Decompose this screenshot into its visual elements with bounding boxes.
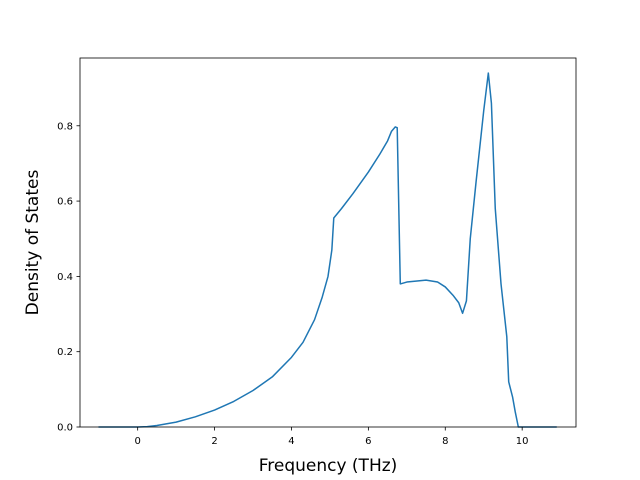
y-tick-label: 0.8 bbox=[57, 121, 73, 132]
x-axis-ticks: 0 2 4 6 8 10 bbox=[134, 427, 529, 447]
x-tick-label: 10 bbox=[516, 436, 529, 447]
x-tick-label: 2 bbox=[211, 436, 217, 447]
y-tick-label: 0.4 bbox=[57, 272, 73, 283]
dos-series-line bbox=[98, 72, 557, 428]
plot-area bbox=[98, 72, 557, 428]
y-axis-label: Density of States bbox=[23, 170, 43, 316]
y-axis-ticks: 0.0 0.2 0.4 0.6 0.8 bbox=[57, 121, 80, 434]
plot-frame bbox=[79, 57, 577, 428]
x-tick-label: 8 bbox=[442, 436, 448, 447]
x-tick-label: 0 bbox=[134, 436, 140, 447]
y-tick-label: 0.2 bbox=[57, 347, 73, 358]
x-tick-label: 4 bbox=[288, 436, 294, 447]
x-tick-label: 6 bbox=[365, 436, 371, 447]
y-tick-label: 0.6 bbox=[57, 197, 73, 208]
y-tick-label: 0.0 bbox=[57, 423, 73, 434]
x-axis-label: Frequency (THz) bbox=[259, 456, 398, 476]
